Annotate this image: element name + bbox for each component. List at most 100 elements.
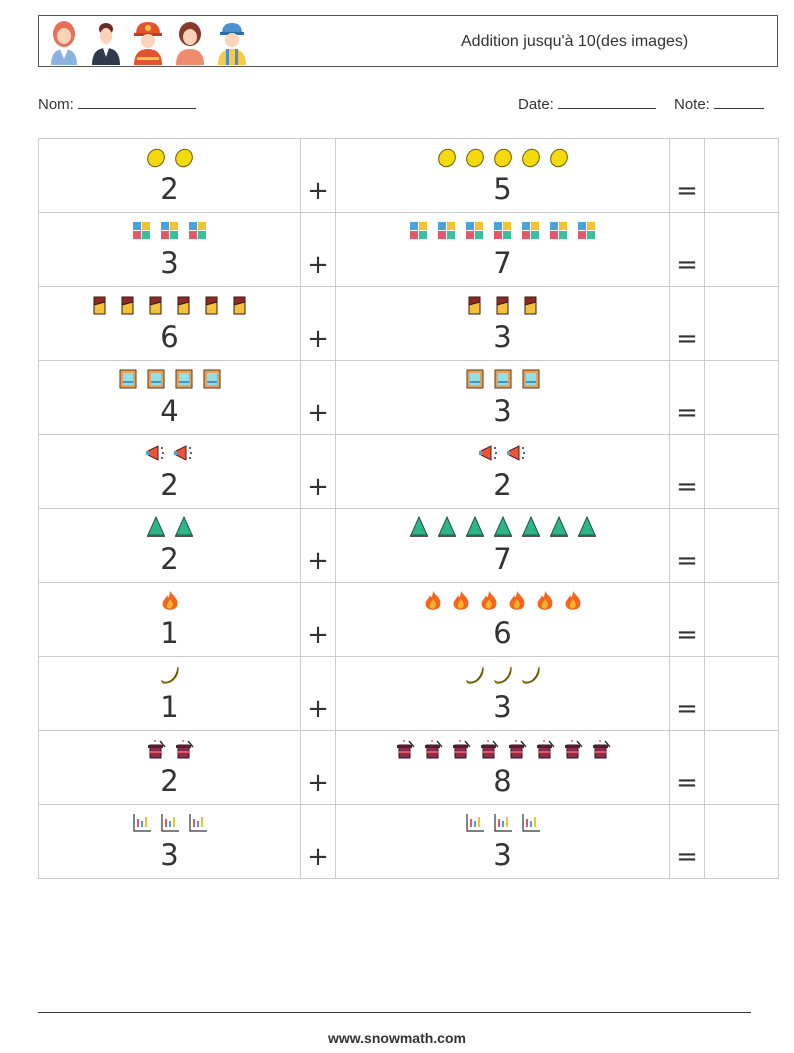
equals-sign-cell: = [669,508,705,583]
right-icon-group [336,515,669,543]
answer-box[interactable] [704,360,779,435]
left-icon-group [39,665,300,691]
right-icon-group [336,221,669,247]
left-operand-cell: 4 [38,360,301,435]
equals-sign-cell: = [669,656,705,731]
left-operand-cell: 1 [38,582,301,657]
equals-sign: = [676,842,698,872]
right-icon-group [336,739,669,765]
left-operand-cell: 2 [38,138,301,213]
left-operand-cell: 1 [38,656,301,731]
name-blank[interactable] [77,94,196,109]
problem-row: 3 +7 = [38,212,779,287]
magic-hat-icon [562,737,584,765]
lemon-icon [548,145,570,173]
note-field[interactable]: Note: [674,94,764,113]
magic-hat-icon [145,737,167,765]
picture-icon [117,367,139,395]
magic-hat-icon [590,737,612,765]
plus-sign: + [307,546,329,576]
chart-icon [187,811,209,839]
right-operand-cell: 7 [335,508,670,583]
magic-hat-icon [422,737,444,765]
chart-icon [464,811,486,839]
right-number: 3 [493,838,512,872]
answer-box[interactable] [704,286,779,361]
answer-box[interactable] [704,508,779,583]
answer-box[interactable] [704,656,779,731]
chocolate-icon [464,293,486,321]
lemon-icon [464,145,486,173]
puzzle-icon [436,219,458,247]
puzzle-icon [159,219,181,247]
equals-sign: = [676,620,698,650]
answer-box[interactable] [704,138,779,213]
plus-sign-cell: + [300,508,336,583]
plus-sign: + [307,472,329,502]
right-icon-group [336,665,669,691]
header-box: Addition jusqu'à 10(des images) [38,15,778,67]
picture-icon [520,367,542,395]
answer-box[interactable] [704,212,779,287]
banana-icon [492,663,514,691]
fire-icon [450,589,472,617]
magic-hat-icon [478,737,500,765]
problem-row: 1 +6 = [38,582,779,657]
left-operand-cell: 3 [38,212,301,287]
left-icon-group [39,369,300,395]
chart-icon [492,811,514,839]
tree-icon [408,515,430,543]
right-icon-group [336,295,669,321]
right-operand-cell: 5 [335,138,670,213]
equals-sign-cell: = [669,730,705,805]
puzzle-icon [548,219,570,247]
right-number: 8 [493,764,512,798]
tree-icon [436,515,458,543]
date-blank[interactable] [557,94,656,109]
answer-box[interactable] [704,434,779,509]
tree-icon [520,515,542,543]
equals-sign: = [676,768,698,798]
banana-icon [520,663,542,691]
plus-sign-cell: + [300,360,336,435]
equals-sign-cell: = [669,286,705,361]
problem-grid: 2 +5 = 3 +7 = 6 +3 = 4 +3 = 2 +2 = 2 +7 = 1 +6 = 1 +3 = 2 +8 = 3 +3 = [38,138,779,879]
right-number: 7 [493,246,512,280]
tree-icon [464,515,486,543]
left-number: 2 [160,468,179,502]
tree-icon [576,515,598,543]
fire-icon [506,589,528,617]
right-number: 2 [493,468,512,502]
picture-icon [492,367,514,395]
left-icon-group [39,739,300,765]
right-number: 3 [493,394,512,428]
left-icon-group [39,221,300,247]
plus-sign-cell: + [300,286,336,361]
lemon-icon [173,145,195,173]
puzzle-icon [492,219,514,247]
plus-sign: + [307,768,329,798]
chart-icon [131,811,153,839]
answer-box[interactable] [704,582,779,657]
answer-box[interactable] [704,730,779,805]
picture-icon [145,367,167,395]
note-blank[interactable] [713,94,764,109]
name-field[interactable]: Nom: [38,94,196,113]
tree-icon [145,515,167,543]
footer-divider [38,1012,751,1013]
plus-sign-cell: + [300,138,336,213]
megaphone-icon [478,441,500,469]
equals-sign: = [676,472,698,502]
right-operand-cell: 3 [335,656,670,731]
plus-sign: + [307,620,329,650]
chocolate-icon [117,293,139,321]
plus-sign-cell: + [300,656,336,731]
left-operand-cell: 6 [38,286,301,361]
plus-sign-cell: + [300,212,336,287]
answer-box[interactable] [704,804,779,879]
right-icon-group [336,813,669,839]
magic-hat-icon [506,737,528,765]
fire-icon [534,589,556,617]
date-field[interactable]: Date: [518,94,656,113]
plus-sign: + [307,250,329,280]
